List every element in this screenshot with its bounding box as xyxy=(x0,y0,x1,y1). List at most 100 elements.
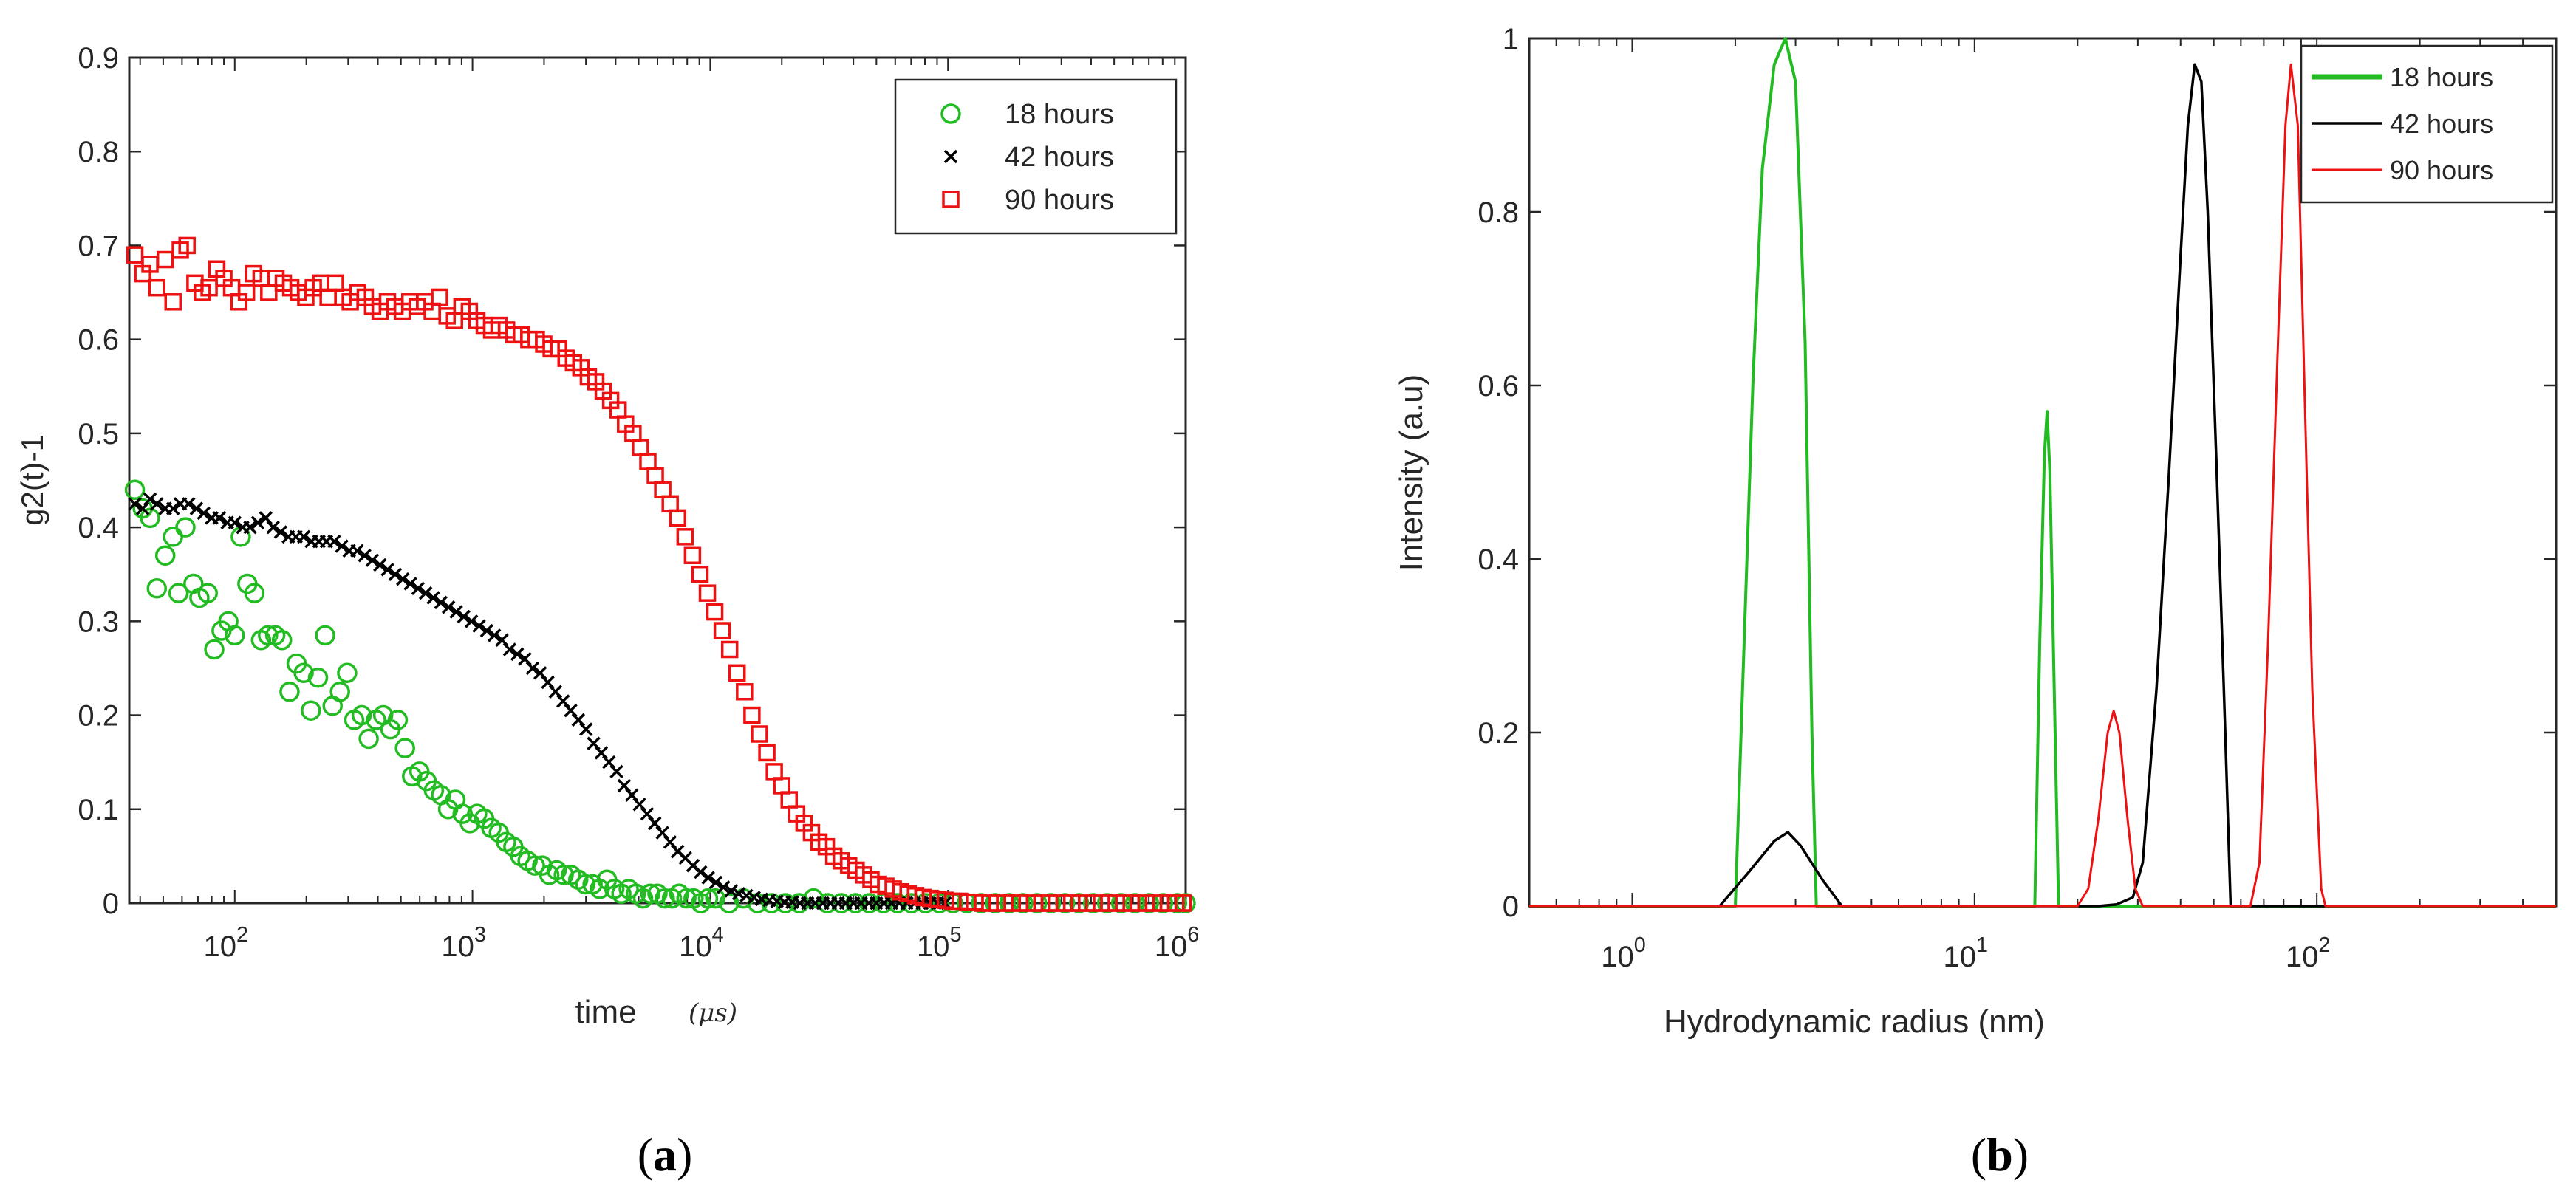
x-tick-base: 10 xyxy=(917,930,950,963)
data-point xyxy=(743,706,761,724)
data-point xyxy=(758,744,776,762)
data-point xyxy=(124,479,146,500)
data-point xyxy=(609,764,623,779)
data-point xyxy=(197,506,211,521)
legend-item: 42 hours xyxy=(943,142,1114,173)
y-tick-label: 0.7 xyxy=(78,230,119,262)
chart-a: 00.10.20.30.40.50.60.70.80.9 102 103 104 10… xyxy=(15,42,1199,1181)
data-point xyxy=(358,728,379,750)
data-point xyxy=(250,515,265,529)
data-point xyxy=(200,278,218,297)
y-tick-label: 0.6 xyxy=(1477,370,1519,402)
y-tick-label: 0.8 xyxy=(78,136,119,168)
data-point xyxy=(358,549,372,563)
data-point xyxy=(225,625,245,646)
y-axis-label-a: g2(t)-1 xyxy=(15,434,49,526)
data-point xyxy=(751,725,768,743)
data-point xyxy=(706,603,724,621)
series-42-hours xyxy=(1529,63,2556,908)
data-point xyxy=(683,546,702,565)
data-point xyxy=(411,581,426,596)
data-point xyxy=(271,630,293,651)
x-tick-base: 10 xyxy=(441,930,474,963)
data-point xyxy=(293,662,314,684)
data-point xyxy=(204,639,225,660)
data-point xyxy=(817,893,838,913)
x-tick-base: 10 xyxy=(1155,930,1188,963)
data-point xyxy=(457,609,471,624)
x-tick-label: 106 xyxy=(1155,923,1200,963)
y-tick-label: 0.4 xyxy=(78,512,119,544)
data-point xyxy=(701,871,715,885)
data-point xyxy=(387,710,409,730)
series-90-hours xyxy=(1529,63,2556,908)
series-group-a xyxy=(124,236,1196,913)
panel-label-b-open: ( xyxy=(1971,1128,1986,1181)
legend-marker xyxy=(943,149,958,164)
data-point xyxy=(296,529,311,544)
panel-label-b-close: ) xyxy=(2013,1128,2029,1181)
x-tick-exp: 6 xyxy=(1187,923,1199,947)
data-point xyxy=(676,528,694,546)
x-tick-exp: 1 xyxy=(1976,933,1988,957)
data-point xyxy=(197,583,219,603)
data-point xyxy=(669,509,687,527)
x-tick-exp: 2 xyxy=(236,923,248,947)
data-point xyxy=(575,874,596,895)
x-tick-exp: 4 xyxy=(712,923,724,947)
x-tick-label: 102 xyxy=(2286,933,2331,973)
data-point xyxy=(479,623,494,638)
data-point xyxy=(168,583,189,603)
data-point xyxy=(156,250,174,269)
y-axis-a: 0 0.1 0.2 0.3 0.4 0.5 0.6 0.7 0.8 0.9 xyxy=(78,42,1186,920)
legend-item: 90 hours xyxy=(2312,155,2493,185)
data-point xyxy=(1138,893,1160,913)
data-point xyxy=(525,855,545,876)
x-tick-label: 103 xyxy=(441,923,486,963)
data-point xyxy=(164,293,182,311)
x-tick-exp: 5 xyxy=(949,923,961,947)
legend-label: 90 hours xyxy=(1005,185,1114,216)
data-point xyxy=(228,515,242,529)
data-point xyxy=(698,584,717,602)
legend-label: 90 hours xyxy=(2390,155,2493,185)
x-tick-label: 100 xyxy=(1601,933,1646,973)
x-tick-label: 105 xyxy=(917,923,962,963)
data-point xyxy=(178,236,196,255)
y-axis-b: 0 0.2 0.4 0.6 0.8 1 xyxy=(1477,23,2556,923)
x-tick-base: 10 xyxy=(679,930,712,963)
y-tick-label: 0.2 xyxy=(1477,717,1519,750)
data-point xyxy=(708,875,723,890)
data-point xyxy=(640,883,661,905)
data-point xyxy=(143,492,157,507)
legend-item: 18 hours xyxy=(2312,62,2493,92)
data-point xyxy=(154,545,176,566)
data-point xyxy=(441,600,456,614)
y-tick-label: 0.6 xyxy=(78,324,119,357)
data-point xyxy=(350,544,364,558)
data-point xyxy=(373,558,387,572)
legend-label: 18 hours xyxy=(2390,62,2493,92)
data-point xyxy=(189,501,204,515)
data-point xyxy=(1174,894,1192,912)
data-point xyxy=(720,640,739,659)
data-point xyxy=(351,704,372,726)
data-point xyxy=(126,246,144,264)
data-point xyxy=(713,622,731,639)
y-tick-label: 0 xyxy=(103,888,119,920)
legend-item: 42 hours xyxy=(2312,109,2493,139)
data-point xyxy=(244,583,265,603)
data-point xyxy=(705,888,725,909)
data-point xyxy=(472,619,486,633)
data-point xyxy=(434,595,448,610)
y-axis-label-b: Intensity (a.u) xyxy=(1393,374,1429,572)
data-point xyxy=(329,682,350,702)
x-tick-label: 101 xyxy=(1944,933,1989,973)
x-tick-base: 10 xyxy=(2286,941,2319,973)
data-point xyxy=(697,888,719,909)
series-line xyxy=(1529,63,2556,908)
data-point xyxy=(148,278,166,297)
legend-item: 90 hours xyxy=(942,185,1114,216)
data-point xyxy=(279,682,300,702)
